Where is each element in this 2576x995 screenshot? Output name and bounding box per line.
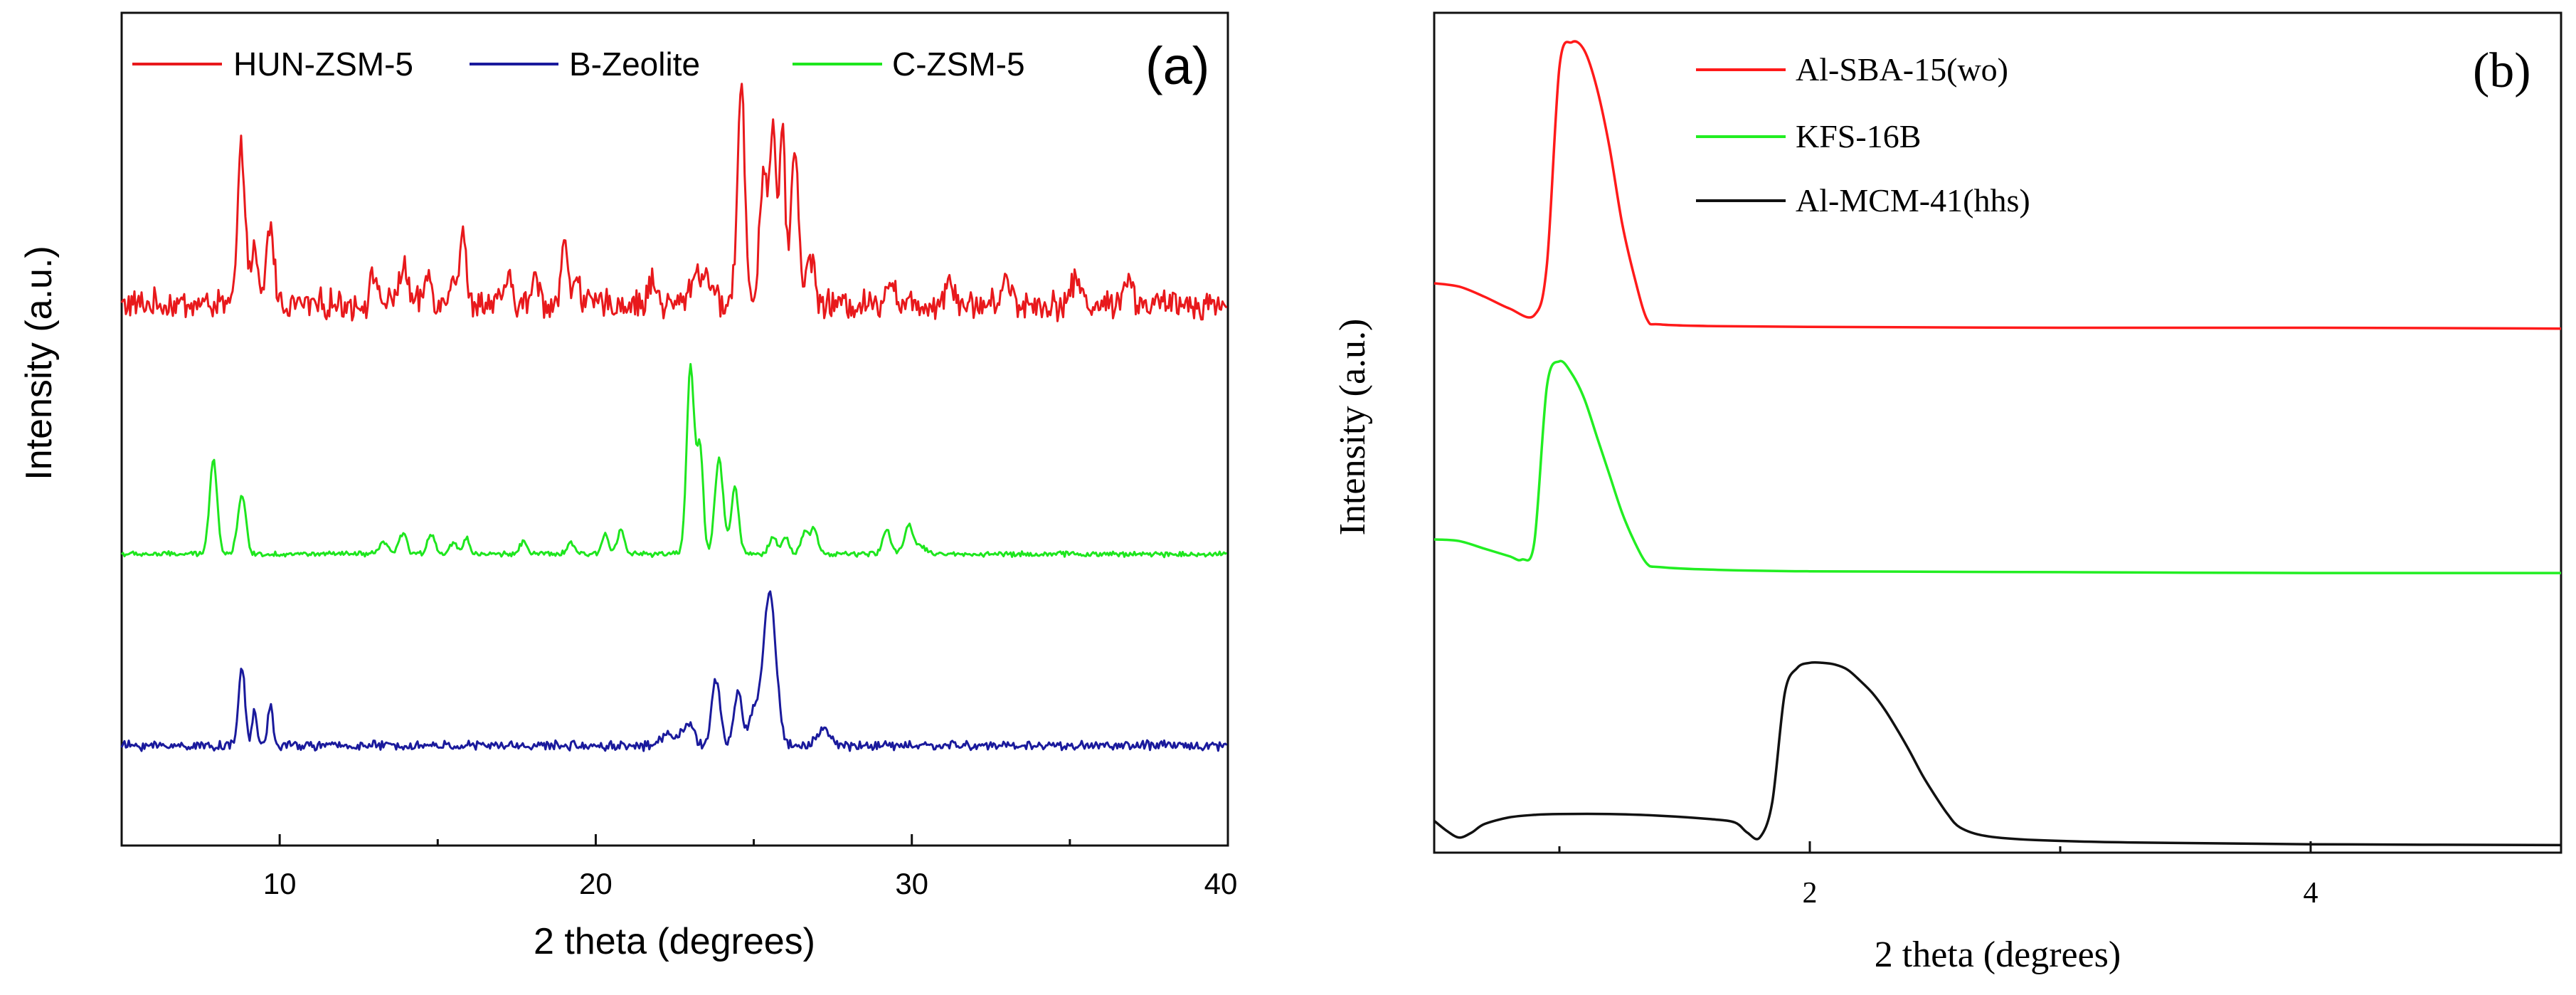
plot-frame-a (120, 11, 1229, 847)
x-tick-label: 10 (263, 867, 297, 900)
series-line-kfs-16b (1433, 359, 2562, 574)
legend-label-hun-zsm-5: HUN-ZSM-5 (233, 46, 413, 83)
x-tick-label: 20 (579, 867, 613, 900)
panel-a: 10 20 30 40 2 theta (degrees) Intensity … (18, 11, 1238, 962)
x-ticks-b (1558, 841, 2312, 853)
legend-label-al-mcm-41: Al-MCM-41(hhs) (1796, 182, 2030, 219)
series-line-al-sba-15-wo (1433, 40, 2562, 330)
legend-label-kfs-16b: KFS-16B (1796, 118, 1921, 154)
panel-b: 2 4 2 theta (degrees) Intensity (a.u.) A… (1332, 11, 2562, 975)
panel-label-b: (b) (2473, 43, 2531, 98)
y-axis-label-b: Intensity (a.u.) (1332, 319, 1373, 536)
legend-label-b-zeolite: B-Zeolite (569, 46, 700, 83)
series-line-hun-zsm-5 (120, 83, 1228, 322)
x-ticks-a (120, 834, 1229, 846)
series-line-b-zeolite (120, 590, 1228, 752)
x-tick-label: 40 (1204, 867, 1238, 900)
plot-frame-b (1433, 11, 2562, 854)
x-axis-label-a: 2 theta (degrees) (534, 921, 815, 962)
x-tick-label: 30 (895, 867, 928, 900)
traces-a (120, 83, 1228, 752)
series-line-c-zsm-5 (120, 363, 1228, 559)
y-axis-label-a: Intensity (a.u.) (18, 246, 60, 480)
series-line-al-mcm-41-hhs (1433, 660, 2562, 847)
legend-label-al-sba-15: Al-SBA-15(wo) (1796, 51, 2008, 88)
x-axis-label-b: 2 theta (degrees) (1875, 935, 2121, 975)
panel-label-a: (a) (1145, 36, 1209, 95)
traces-b (1433, 40, 2562, 847)
x-tick-label: 4 (2304, 877, 2318, 910)
x-tick-label: 2 (1803, 877, 1818, 910)
legend-a: HUN-ZSM-5 B-Zeolite C-ZSM-5 (132, 46, 1025, 83)
legend-label-c-zsm-5: C-ZSM-5 (892, 46, 1025, 83)
legend-b: Al-SBA-15(wo) KFS-16B Al-MCM-41(hhs) (1696, 51, 2030, 219)
